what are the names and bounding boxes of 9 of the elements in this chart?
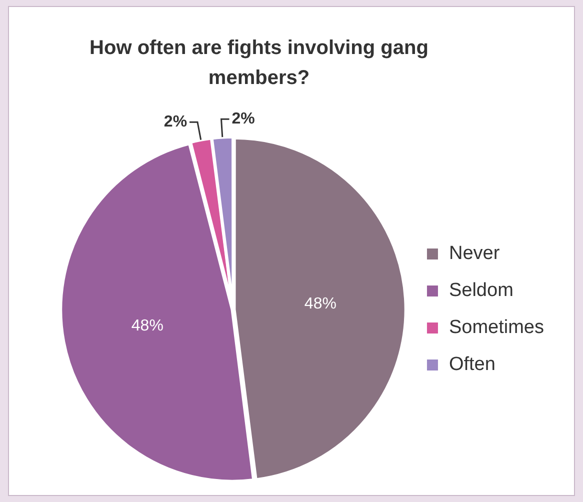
legend-label: Seldom: [448, 280, 514, 302]
legend-label: Sometimes: [448, 317, 544, 338]
data-label: 2%: [232, 110, 255, 128]
chart-title: How often are fights involving gang members?: [88, 36, 430, 91]
legend-label: Never: [448, 243, 500, 264]
data-label: 48%: [131, 317, 164, 334]
legend-label: Often: [448, 354, 496, 376]
data-label: 48%: [304, 295, 336, 312]
data-label: 2%: [164, 114, 188, 131]
